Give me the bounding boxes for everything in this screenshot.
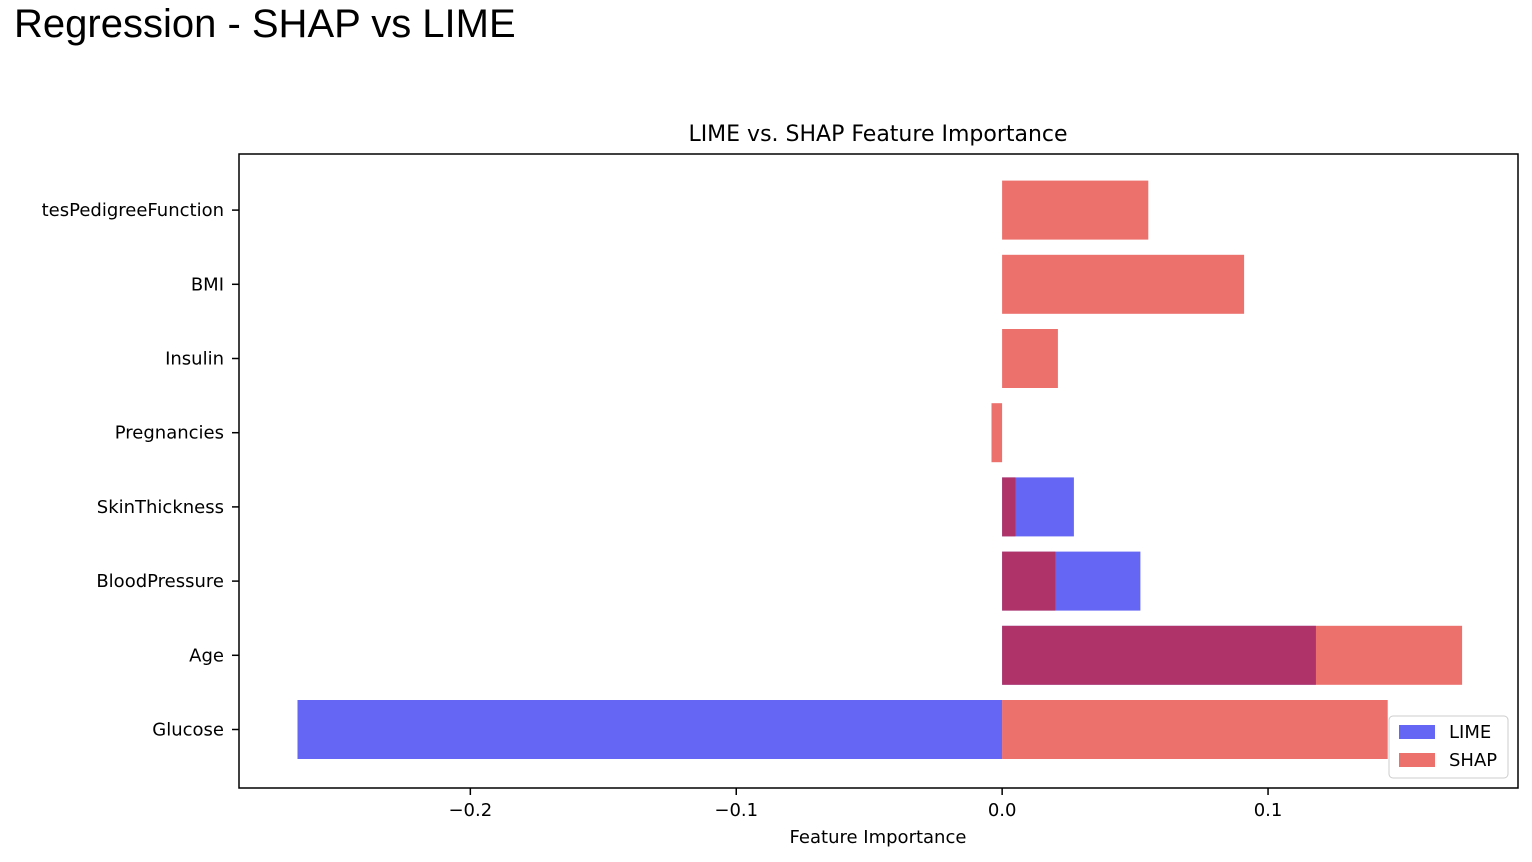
bar-shap-age bbox=[1002, 625, 1463, 685]
x-axis-label: Feature Importance bbox=[790, 827, 967, 848]
bar-shap-glucose bbox=[1002, 700, 1388, 759]
x-tick-label: −0.2 bbox=[448, 800, 492, 821]
bar-shap-bloodpressure bbox=[1002, 551, 1056, 611]
bar-shap-pregnancies bbox=[991, 403, 1003, 463]
bars-group bbox=[297, 180, 1463, 759]
y-axis: Glucose Age BloodPressure SkinThickness Preg… bbox=[42, 200, 239, 741]
y-tick-label: SkinThickness bbox=[97, 497, 224, 518]
x-tick-label: −0.1 bbox=[714, 800, 758, 821]
x-tick-label: 0.1 bbox=[1254, 800, 1283, 821]
bar-shap-tespedigreefunction bbox=[1002, 180, 1149, 240]
x-axis: −0.2 −0.1 0.0 0.1 bbox=[448, 788, 1282, 821]
legend-swatch-shap bbox=[1399, 753, 1435, 767]
y-tick-label: Glucose bbox=[152, 720, 224, 741]
bar-lime-glucose bbox=[297, 700, 1003, 759]
legend-label-lime: LIME bbox=[1449, 722, 1491, 743]
legend-label-shap: SHAP bbox=[1449, 750, 1497, 771]
y-tick-label: BMI bbox=[191, 274, 224, 295]
chart-title: LIME vs. SHAP Feature Importance bbox=[688, 122, 1067, 147]
legend-swatch-lime bbox=[1399, 725, 1435, 739]
legend: LIME SHAP bbox=[1388, 715, 1509, 779]
plot-frame bbox=[238, 153, 1519, 789]
y-tick-label: Insulin bbox=[165, 349, 224, 370]
bar-shap-bmi bbox=[1002, 254, 1245, 314]
bar-shap-insulin bbox=[1002, 329, 1058, 388]
slide-title: Regression - SHAP vs LIME bbox=[14, 2, 516, 46]
y-tick-label: tesPedigreeFunction bbox=[42, 200, 224, 221]
y-tick-label: Age bbox=[189, 645, 224, 666]
y-tick-label: Pregnancies bbox=[115, 423, 224, 444]
y-tick-label: BloodPressure bbox=[96, 571, 224, 592]
x-tick-label: 0.0 bbox=[988, 800, 1017, 821]
bar-shap-skinthickness bbox=[1002, 477, 1016, 537]
